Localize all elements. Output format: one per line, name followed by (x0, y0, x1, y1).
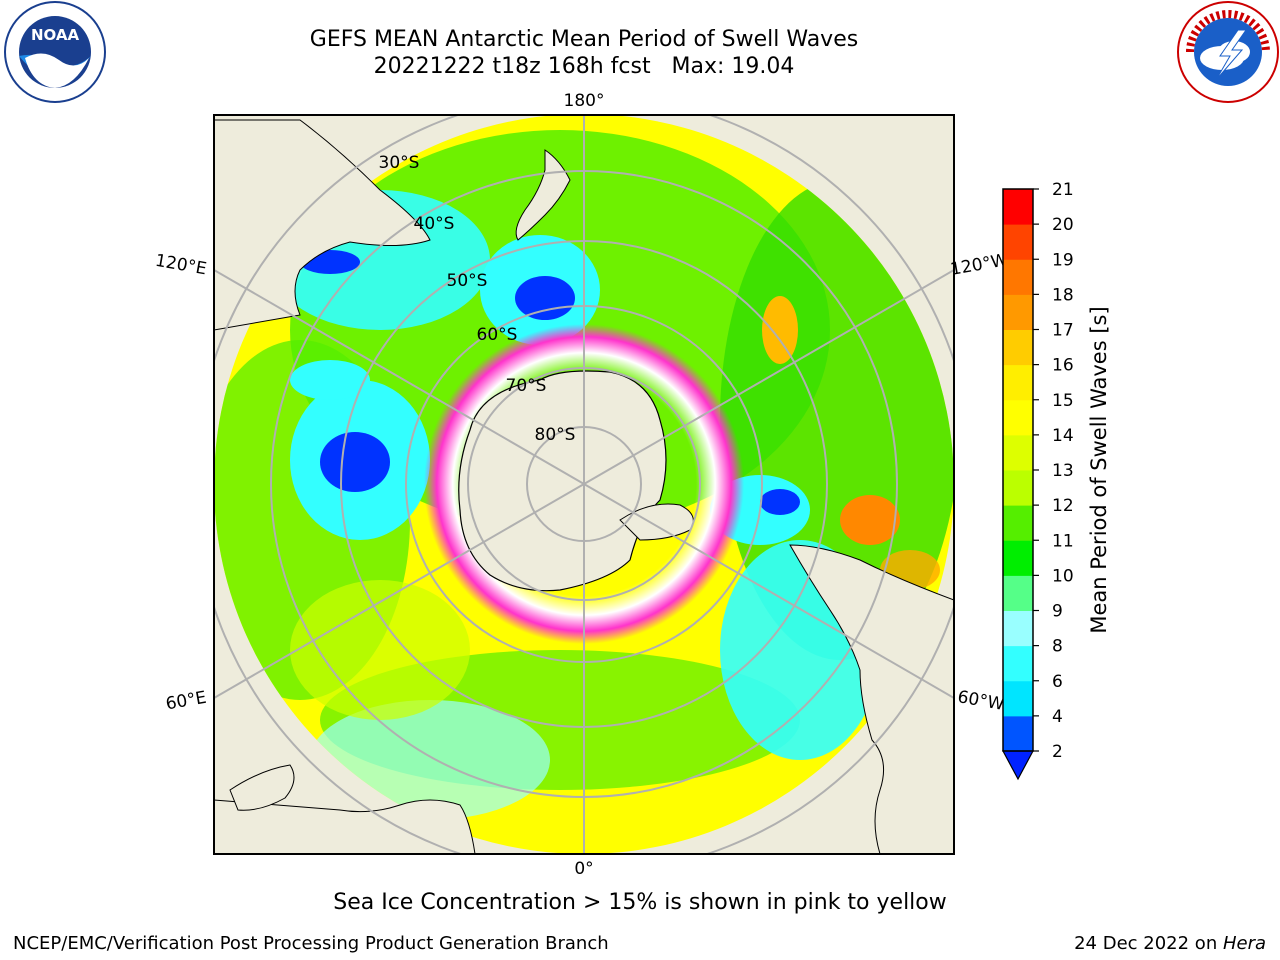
map-area (214, 115, 954, 854)
lat-label-70s: 70°S (506, 376, 547, 396)
meridians (214, 115, 954, 854)
colorbar-tick-label: 6 (1052, 672, 1063, 692)
lon-label-60w: 60°W (956, 687, 1006, 715)
colorbar-tick-label: 16 (1052, 356, 1074, 376)
colorbar-tick-label: 21 (1052, 180, 1074, 200)
colorbar-tick-label: 20 (1052, 215, 1074, 235)
chart-subtitle: 20221222 t18z 168h fcst Max: 19.04 (373, 54, 795, 79)
colorbar-tick-label: 18 (1052, 285, 1074, 305)
colorbar-tick-label: 10 (1052, 566, 1074, 586)
colorbar-segment (1003, 505, 1033, 541)
colorbar-extend-arrow (1001, 750, 1035, 781)
colorbar-segment (1003, 610, 1033, 647)
colorbar-segment (1003, 364, 1033, 401)
colorbar-tick-label: 15 (1052, 391, 1074, 411)
colorbar-tick-label: 17 (1052, 321, 1074, 341)
credit-date: 24 Dec 2022 on (1074, 933, 1223, 954)
map-frame (213, 114, 955, 855)
madagascar (229, 764, 295, 811)
credit-host: Hera (1222, 933, 1266, 954)
credit-left: NCEP/EMC/Verification Post Processing Pr… (13, 933, 609, 954)
lat-label-60s: 60°S (477, 325, 518, 345)
colorbar-tick-label: 4 (1052, 707, 1063, 727)
colorbar-segment (1003, 540, 1033, 576)
colorbar-segment (1003, 715, 1033, 752)
colorbar-tick-label: 19 (1052, 250, 1074, 270)
colorbar-label: Mean Period of Swell Waves [s] (1087, 306, 1111, 633)
colorbar-segment (1003, 294, 1033, 330)
colorbar-segment (1003, 434, 1033, 471)
colorbar-segment (1003, 259, 1033, 295)
colorbar-segment (1003, 224, 1033, 260)
colorbar-segment (1003, 575, 1033, 611)
lon-label-120w: 120°W (949, 250, 1010, 280)
antarctic-peninsula (619, 503, 694, 541)
lon-label-0: 0° (574, 859, 593, 879)
chart-title: GEFS MEAN Antarctic Mean Period of Swell… (309, 27, 859, 52)
africa (214, 799, 476, 854)
colorbar-tick-label: 12 (1052, 496, 1074, 516)
lon-label-120e: 120°E (154, 251, 208, 280)
lat-label-40s: 40°S (414, 214, 455, 234)
lon-label-60e: 60°E (164, 688, 208, 715)
colorbar-segment (1003, 399, 1033, 436)
lat-label-80s: 80°S (535, 425, 576, 445)
lon-label-180: 180° (564, 91, 605, 111)
lat-label-30s: 30°S (379, 153, 420, 173)
lat-label-50s: 50°S (447, 271, 488, 291)
south-america (789, 544, 954, 854)
colorbar-tick-label: 11 (1052, 531, 1074, 551)
colorbar-tick-label: 9 (1052, 602, 1063, 622)
colorbar-segment (1003, 189, 1033, 225)
nws-logo (1177, 1, 1279, 103)
noaa-logo: NOAA (4, 1, 106, 103)
sea-ice-note: Sea Ice Concentration > 15% is shown in … (333, 890, 947, 915)
colorbar-tick-label: 14 (1052, 426, 1074, 446)
colorbar-segment (1003, 645, 1033, 682)
credit-right: 24 Dec 2022 on Hera (1074, 933, 1266, 954)
colorbar-segment (1003, 680, 1033, 717)
colorbar-tick-label: 8 (1052, 637, 1063, 657)
colorbar-segment (1003, 470, 1033, 506)
colorbar: 2 4 6 8 9 10 11 12 13 14 15 16 17 18 19 20 21 (1001, 180, 1074, 781)
colorbar-segment (1003, 329, 1033, 366)
colorbar-tick-label: 2 (1052, 742, 1063, 762)
noaa-logo-text: NOAA (31, 26, 80, 44)
colorbar-tick-label: 13 (1052, 461, 1074, 481)
